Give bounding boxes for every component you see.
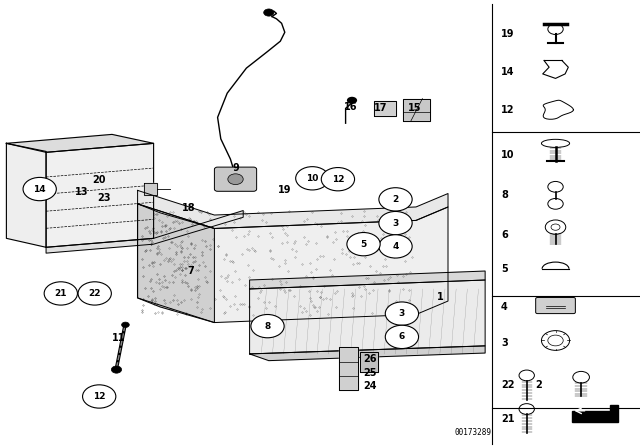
Circle shape [78, 282, 111, 305]
Text: 5: 5 [360, 240, 367, 249]
Polygon shape [250, 271, 485, 289]
Text: 3: 3 [392, 219, 399, 228]
Text: 8: 8 [264, 322, 271, 331]
Polygon shape [572, 405, 618, 422]
Polygon shape [138, 204, 214, 323]
Text: 3: 3 [501, 338, 508, 348]
Circle shape [379, 235, 412, 258]
Text: 24: 24 [363, 381, 377, 391]
Polygon shape [403, 99, 430, 121]
Text: 22: 22 [88, 289, 101, 298]
Circle shape [23, 177, 56, 201]
Polygon shape [6, 143, 46, 247]
Text: 8: 8 [501, 190, 508, 200]
Text: 4: 4 [501, 302, 508, 312]
Text: 25: 25 [363, 368, 377, 378]
Text: 2: 2 [392, 195, 399, 204]
Text: 7: 7 [188, 266, 194, 276]
Text: 00173289: 00173289 [454, 428, 492, 437]
Text: 4: 4 [392, 242, 399, 251]
Polygon shape [138, 190, 448, 228]
Circle shape [379, 188, 412, 211]
Circle shape [83, 385, 116, 408]
Text: 14: 14 [33, 185, 46, 194]
Text: 5: 5 [501, 264, 508, 274]
Polygon shape [374, 101, 396, 116]
Circle shape [122, 322, 129, 327]
Text: 13: 13 [75, 187, 89, 197]
Text: 12: 12 [332, 175, 344, 184]
Text: 11: 11 [111, 333, 125, 343]
Circle shape [264, 9, 274, 16]
Text: 26: 26 [363, 354, 377, 364]
Text: 12: 12 [93, 392, 106, 401]
Circle shape [347, 233, 380, 256]
Text: 3: 3 [399, 309, 405, 318]
Text: 6: 6 [501, 230, 508, 240]
Polygon shape [360, 352, 378, 372]
Polygon shape [46, 143, 154, 247]
FancyBboxPatch shape [214, 167, 257, 191]
Circle shape [228, 174, 243, 185]
Text: 2: 2 [535, 380, 542, 390]
Text: 9: 9 [232, 163, 239, 173]
Circle shape [347, 97, 357, 104]
Text: 23: 23 [97, 193, 111, 203]
Polygon shape [250, 346, 485, 361]
Text: 6: 6 [399, 332, 405, 341]
Text: 15: 15 [408, 103, 422, 113]
Text: 20: 20 [92, 175, 106, 185]
Text: 17: 17 [374, 103, 388, 113]
Circle shape [385, 325, 419, 349]
Text: 16: 16 [344, 102, 358, 112]
Text: 21: 21 [501, 414, 515, 424]
Circle shape [385, 302, 419, 325]
FancyBboxPatch shape [536, 297, 575, 314]
Text: 10: 10 [306, 174, 319, 183]
Circle shape [379, 211, 412, 235]
Circle shape [296, 167, 329, 190]
Text: 18: 18 [182, 203, 196, 213]
Text: 14: 14 [501, 67, 515, 77]
Polygon shape [339, 347, 358, 390]
Polygon shape [250, 280, 485, 354]
Polygon shape [6, 134, 154, 152]
Polygon shape [144, 183, 157, 195]
Text: 19: 19 [278, 185, 292, 195]
Circle shape [251, 314, 284, 338]
Text: 21: 21 [54, 289, 67, 298]
Circle shape [321, 168, 355, 191]
Circle shape [111, 366, 122, 373]
Circle shape [44, 282, 77, 305]
Polygon shape [138, 204, 448, 323]
Text: 22: 22 [501, 380, 515, 390]
Text: 12: 12 [501, 105, 515, 115]
Text: 1: 1 [437, 292, 444, 302]
Polygon shape [46, 211, 243, 253]
Text: 10: 10 [501, 150, 515, 159]
Text: 19: 19 [501, 29, 515, 39]
